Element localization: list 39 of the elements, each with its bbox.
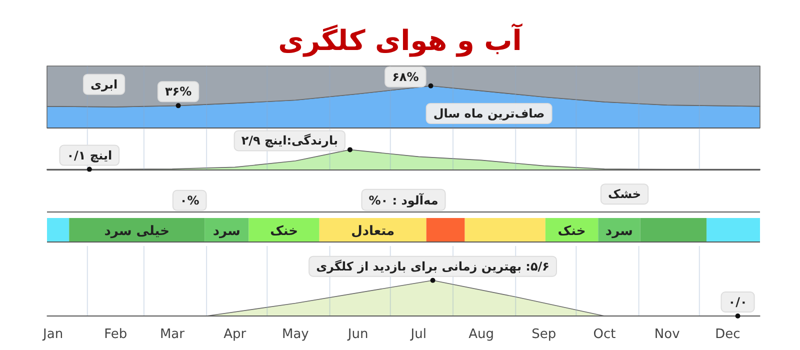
data-label: ۶۸%: [392, 70, 419, 84]
chart-title: آب و هوای کلگری: [278, 23, 524, 57]
bar: [426, 218, 465, 242]
series-label: خنک: [270, 224, 298, 239]
text: مه‌آلود : ۰%: [368, 192, 438, 208]
text: ۰%: [180, 193, 200, 208]
data-label: ۳۶%: [164, 84, 192, 99]
bar: [69, 218, 205, 242]
x-tick-label: Aug: [468, 327, 494, 342]
data-label: ۵/۶: بهترین زمانی برای بازدید از کلگری: [316, 259, 550, 274]
x-tick-label: Jul: [410, 327, 426, 342]
series-label: خنک: [558, 224, 586, 239]
x-tick-label: Apr: [224, 327, 247, 342]
x-tick-label: Oct: [593, 327, 616, 342]
x-tick-label: Dec: [715, 327, 740, 342]
annotation: صاف‌ترین ماه سال: [433, 106, 545, 120]
annotation: ابری: [90, 77, 118, 92]
x-tick-label: Mar: [160, 327, 186, 342]
x-tick-label: May: [282, 327, 310, 342]
bar: [319, 218, 426, 242]
series-label: متعادل: [351, 224, 395, 239]
x-tick-label: Jan: [42, 327, 64, 342]
bar: [47, 218, 70, 242]
bar: [248, 218, 320, 242]
x-tick-label: Feb: [104, 327, 128, 342]
bar: [640, 218, 707, 242]
series-label: سرد: [212, 224, 240, 239]
series-label: سرد: [605, 224, 633, 239]
bar: [204, 218, 249, 242]
data-label: ۰/۰: [728, 295, 748, 309]
x-tick-label: Sep: [532, 327, 556, 342]
series-label: خیلی سرد: [104, 224, 170, 239]
data-label: اینچ ۰/۱: [66, 148, 112, 162]
x-tick-label: Nov: [654, 327, 680, 342]
x-tick-label: Jun: [346, 327, 368, 342]
text: خشک: [608, 187, 642, 202]
bar: [464, 218, 546, 242]
bar: [706, 218, 760, 242]
data-label: بارندگی:اینچ ۲/۹: [241, 134, 338, 148]
